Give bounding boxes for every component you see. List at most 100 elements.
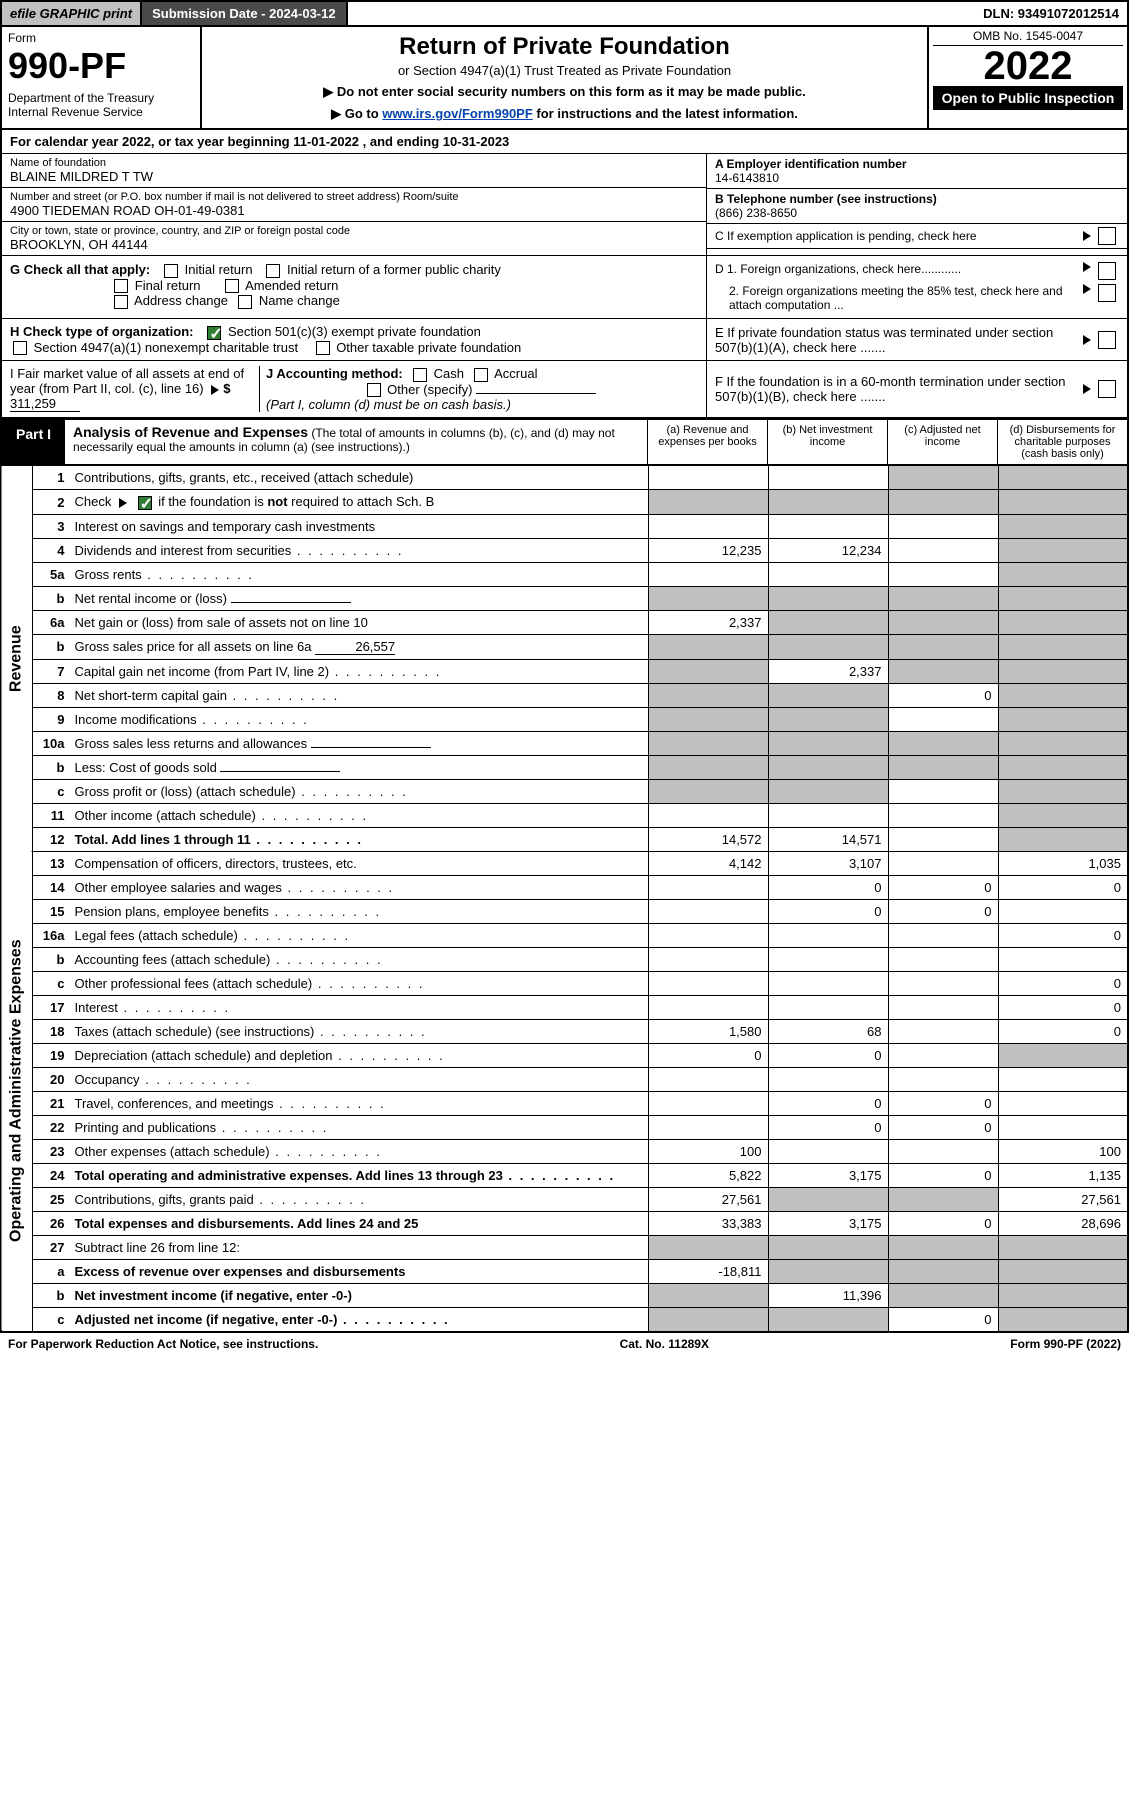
line-description: Total expenses and disbursements. Add li… xyxy=(69,1211,649,1235)
line-description: Other expenses (attach schedule) xyxy=(69,1139,649,1163)
table-row: 5aGross rents xyxy=(1,562,1128,586)
value-cell xyxy=(888,538,998,562)
j-accrual-checkbox[interactable] xyxy=(474,368,488,382)
value-cell xyxy=(648,707,768,731)
arrow-icon xyxy=(1083,262,1091,272)
part1-tab: Part I xyxy=(2,420,65,464)
f-checkbox[interactable] xyxy=(1098,380,1116,398)
value-cell xyxy=(768,562,888,586)
line-description: Check if the foundation is not required … xyxy=(69,490,649,515)
table-row: 21Travel, conferences, and meetings00 xyxy=(1,1091,1128,1115)
dept-label: Department of the Treasury Internal Reve… xyxy=(8,91,194,119)
value-cell: 0 xyxy=(998,995,1128,1019)
value-cell xyxy=(888,1019,998,1043)
line-number: 5a xyxy=(33,562,69,586)
name-label: Name of foundation xyxy=(10,157,698,169)
table-row: 16aLegal fees (attach schedule)0 xyxy=(1,923,1128,947)
irs-link[interactable]: www.irs.gov/Form990PF xyxy=(382,106,533,121)
h-other-checkbox[interactable] xyxy=(316,341,330,355)
value-cell: 12,235 xyxy=(648,538,768,562)
g-initial-return-checkbox[interactable] xyxy=(164,264,178,278)
e-checkbox[interactable] xyxy=(1098,331,1116,349)
j-cash-checkbox[interactable] xyxy=(413,368,427,382)
line-number: 22 xyxy=(33,1115,69,1139)
g-amended-checkbox[interactable] xyxy=(225,279,239,293)
g-address-change-checkbox[interactable] xyxy=(114,295,128,309)
g-name-change-checkbox[interactable] xyxy=(238,295,252,309)
revenue-side-label: Revenue xyxy=(1,466,33,851)
value-cell xyxy=(998,1043,1128,1067)
value-cell: 3,175 xyxy=(768,1163,888,1187)
g-final-return-checkbox[interactable] xyxy=(114,279,128,293)
value-cell: 5,822 xyxy=(648,1163,768,1187)
value-cell xyxy=(998,683,1128,707)
value-cell xyxy=(998,707,1128,731)
value-cell xyxy=(768,1307,888,1331)
value-cell xyxy=(648,1307,768,1331)
g-label: G Check all that apply: xyxy=(10,262,150,277)
value-cell xyxy=(768,634,888,659)
value-cell xyxy=(998,610,1128,634)
value-cell: 0 xyxy=(998,875,1128,899)
col-b-header: (b) Net investment income xyxy=(767,420,887,464)
value-cell xyxy=(768,490,888,515)
g-initial-public-checkbox[interactable] xyxy=(266,264,280,278)
line-description: Contributions, gifts, grants paid xyxy=(69,1187,649,1211)
value-cell: 3,107 xyxy=(768,851,888,875)
table-row: 15Pension plans, employee benefits00 xyxy=(1,899,1128,923)
line-number: c xyxy=(33,971,69,995)
d2-checkbox[interactable] xyxy=(1098,284,1116,302)
value-cell xyxy=(888,995,998,1019)
g-opt-name: Name change xyxy=(259,293,340,308)
j-other-checkbox[interactable] xyxy=(367,383,381,397)
table-row: 4Dividends and interest from securities1… xyxy=(1,538,1128,562)
value-cell: 0 xyxy=(888,1307,998,1331)
line-number: 14 xyxy=(33,875,69,899)
efile-print-button[interactable]: efile GRAPHIC print xyxy=(2,2,142,25)
schb-checkbox[interactable] xyxy=(138,496,152,510)
line-number: b xyxy=(33,586,69,610)
value-cell xyxy=(768,923,888,947)
value-cell xyxy=(648,875,768,899)
value-cell: 0 xyxy=(888,1163,998,1187)
value-cell xyxy=(648,514,768,538)
arrow-icon xyxy=(1083,335,1091,345)
line-description: Other employee salaries and wages xyxy=(69,875,649,899)
value-cell xyxy=(888,610,998,634)
d1-checkbox[interactable] xyxy=(1098,262,1116,280)
h-4947-checkbox[interactable] xyxy=(13,341,27,355)
table-row: 3Interest on savings and temporary cash … xyxy=(1,514,1128,538)
value-cell: 0 xyxy=(888,683,998,707)
value-cell xyxy=(648,1283,768,1307)
value-cell: 100 xyxy=(998,1139,1128,1163)
table-row: 11Other income (attach schedule) xyxy=(1,803,1128,827)
h-501c3-checkbox[interactable] xyxy=(207,326,221,340)
footer-left: For Paperwork Reduction Act Notice, see … xyxy=(8,1337,318,1351)
table-row: cGross profit or (loss) (attach schedule… xyxy=(1,779,1128,803)
j-note: (Part I, column (d) must be on cash basi… xyxy=(266,397,511,412)
line-description: Gross profit or (loss) (attach schedule) xyxy=(69,779,649,803)
value-cell: 2,337 xyxy=(648,610,768,634)
table-row: 25Contributions, gifts, grants paid27,56… xyxy=(1,1187,1128,1211)
line-description: Travel, conferences, and meetings xyxy=(69,1091,649,1115)
part1-title: Analysis of Revenue and Expenses xyxy=(73,424,308,440)
col-d-header: (d) Disbursements for charitable purpose… xyxy=(997,420,1127,464)
submission-date: Submission Date - 2024-03-12 xyxy=(142,2,348,25)
arrow-icon xyxy=(1083,284,1091,294)
tax-year: 2022 xyxy=(933,46,1123,86)
exemption-pending-checkbox[interactable] xyxy=(1098,227,1116,245)
ssn-note: ▶ Do not enter social security numbers o… xyxy=(212,84,917,100)
calendar-year-line: For calendar year 2022, or tax year begi… xyxy=(0,130,1129,154)
value-cell: 100 xyxy=(648,1139,768,1163)
arrow-icon xyxy=(211,385,219,395)
value-cell xyxy=(998,1091,1128,1115)
line-number: 21 xyxy=(33,1091,69,1115)
value-cell xyxy=(648,586,768,610)
line-number: c xyxy=(33,779,69,803)
exemption-pending-label: C If exemption application is pending, c… xyxy=(715,229,1079,243)
value-cell xyxy=(768,1259,888,1283)
arrow-icon xyxy=(1083,384,1091,394)
value-cell xyxy=(768,610,888,634)
value-cell xyxy=(648,779,768,803)
value-cell: 0 xyxy=(998,923,1128,947)
